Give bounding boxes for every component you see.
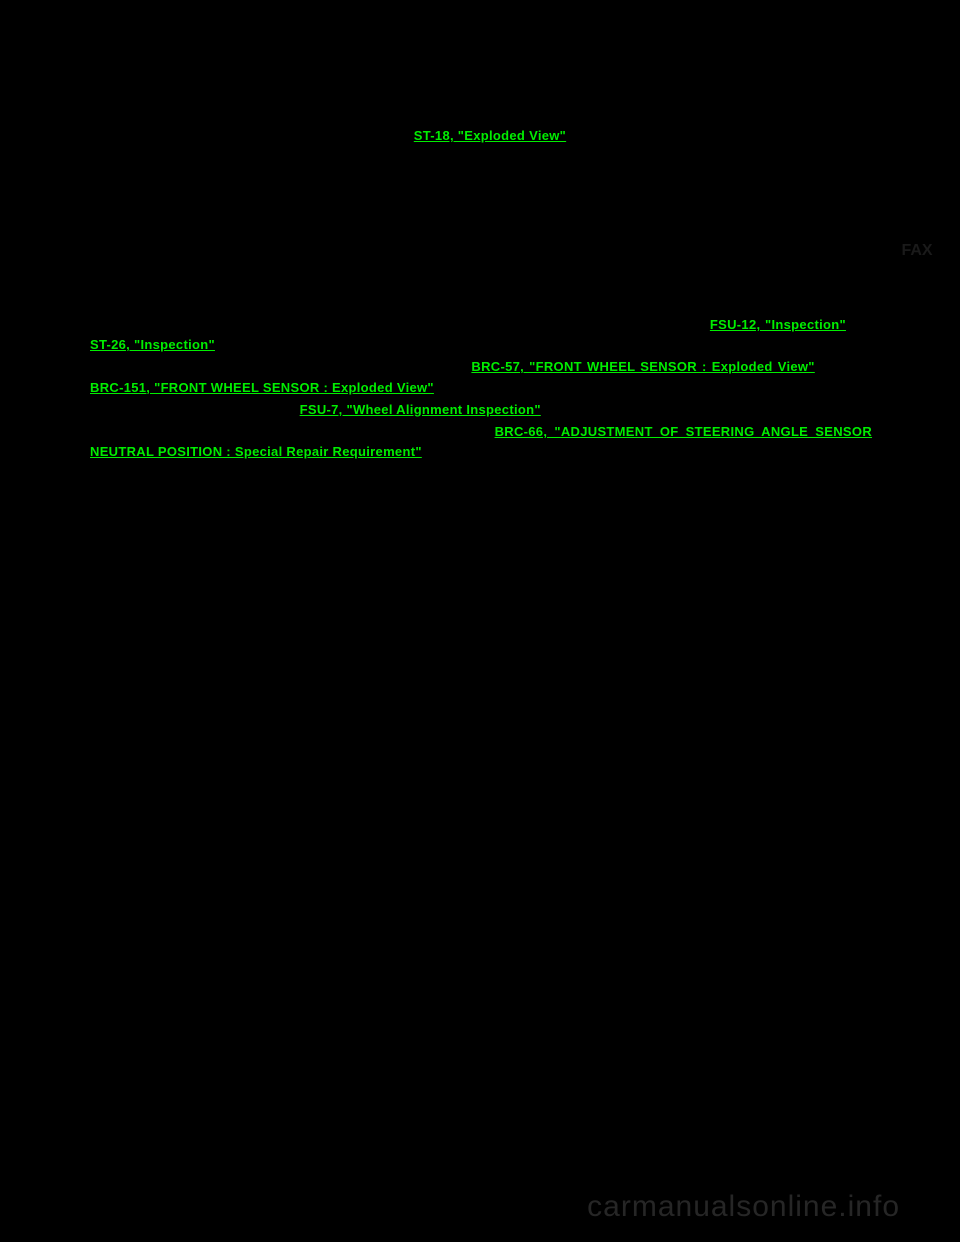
link-st26[interactable]: ST-26, "Inspection" [90, 337, 215, 352]
step-text-suffix: . [566, 128, 570, 143]
sidebar-item[interactable]: H [892, 460, 942, 476]
sidebar-item[interactable]: I [892, 514, 942, 530]
step-text-mid: and [846, 317, 872, 332]
inspection-step-1: 1. Check the wheel hub and bearing assem… [72, 315, 872, 355]
inspection-after-installation: INSPECTION AFTER INSTALLATION 1. Check t… [72, 293, 872, 462]
step-text-mid: (VDC) or [815, 359, 872, 374]
inspection-step-2: 2. Check the wheel sensor harness for pr… [72, 357, 872, 397]
bullet-text: Never reuse cotter pin. [80, 219, 221, 234]
note-label: NOTE: [72, 245, 112, 260]
inspection-step-3: 3. Check the wheel alignment. Refer to F… [72, 400, 872, 420]
link-brc151[interactable]: BRC-151, "FRONT WHEEL SENSOR : Exploded … [90, 380, 434, 395]
sidebar-item[interactable]: M [892, 730, 942, 746]
link-fsu12[interactable]: FSU-12, "Inspection" [710, 317, 846, 332]
step-text: 4. Install steering outer socket to stee… [72, 128, 414, 143]
link-fsu7[interactable]: FSU-7, "Wheel Alignment Inspection" [300, 402, 541, 417]
inspection-step-4: 4. Adjust the neutral position of the st… [72, 422, 872, 462]
sidebar-item[interactable]: O [892, 838, 942, 854]
watermark: carmanualsonline.info [587, 1190, 900, 1224]
sidebar-item[interactable]: N [892, 784, 942, 800]
sidebar-item[interactable]: A [892, 80, 942, 96]
sidebar-item[interactable]: J [892, 568, 942, 584]
step-text: 1. Check the wheel hub and bearing assem… [72, 317, 710, 332]
link-brc57[interactable]: BRC-57, "FRONT WHEEL SENSOR : Exploded V… [471, 359, 814, 374]
step-text: 4. Adjust the neutral position of the st… [72, 424, 495, 439]
section-index-sidebar: A B C FAX E F G H I J K L M N O P [892, 80, 942, 908]
sidebar-item[interactable]: P [892, 892, 942, 908]
bullet-item: • Perform the final tightening of each o… [72, 174, 872, 214]
note-text: When installing a cotter pin and adjusti… [72, 265, 872, 285]
step-text-suffix: . [541, 402, 545, 417]
sidebar-item[interactable]: E [892, 298, 942, 314]
note-block: NOTE: [72, 243, 872, 263]
page-content: 4. Install steering outer socket to stee… [72, 126, 872, 464]
caution-bullets: • Perform the final tightening of each o… [72, 174, 872, 236]
sidebar-item[interactable]: C [892, 188, 942, 204]
sidebar-item[interactable]: G [892, 406, 942, 422]
bullet-text: Perform the final tightening of each of … [80, 176, 841, 211]
step-text-suffix: (ABS). [434, 380, 476, 395]
link-st18[interactable]: ST-18, "Exploded View" [414, 128, 566, 143]
caution-title: CAUTION: [72, 152, 872, 172]
sidebar-item[interactable]: K [892, 622, 942, 638]
step-text: 2. Check the wheel sensor harness for pr… [72, 359, 471, 374]
inspection-title: INSPECTION AFTER INSTALLATION [72, 293, 872, 313]
step-text-suffix: (VDC). [422, 444, 465, 459]
caution-block: CAUTION: • Perform the final tightening … [72, 152, 872, 237]
sidebar-item-current[interactable]: FAX [892, 242, 942, 260]
step-text: 3. Check the wheel alignment. Refer to [72, 402, 300, 417]
sidebar-item[interactable]: L [892, 676, 942, 692]
bullet-item: • Never reuse cotter pin. [72, 217, 872, 237]
step-text-suffix: . [215, 337, 219, 352]
step-4: 4. Install steering outer socket to stee… [72, 126, 872, 146]
sidebar-item[interactable]: F [892, 352, 942, 368]
sidebar-item[interactable]: B [892, 134, 942, 150]
